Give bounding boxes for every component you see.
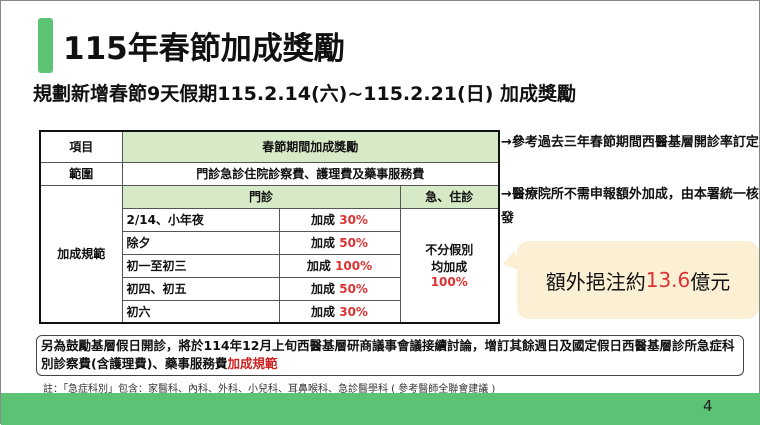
page-title: 115年春節加成獎勵 bbox=[63, 31, 345, 67]
table-row: 2/14、小年夜 加成 30% 不分假別 均加成 100% bbox=[40, 207, 500, 324]
day-cell: 初六 bbox=[121, 299, 280, 324]
er-inpatient-header: 急、住診 bbox=[399, 184, 500, 209]
title-accent-bar bbox=[38, 18, 53, 73]
day-cell: 2/14、小年夜 bbox=[121, 207, 280, 232]
annotation-auto-payment: →醫療院所不需申報額外加成，由本署統一核發 bbox=[501, 187, 759, 226]
rule-label: 加成規範 bbox=[39, 184, 123, 324]
table-row: 初四、初五 加成 50% bbox=[40, 276, 499, 301]
budget-callout: 額外挹注約 13.6 億元 bbox=[517, 241, 759, 319]
rate-cell: 加成 50% bbox=[278, 276, 401, 301]
rate-cell: 加成 100% bbox=[278, 253, 401, 278]
future-plan-box: 另為鼓勵基層假日開診，將於114年12月上旬西醫基層研商議事會議接續討論，增訂其… bbox=[36, 335, 744, 376]
page-number: 4 bbox=[703, 397, 713, 415]
er-rate-cell: 不分假別 均加成 100% bbox=[399, 207, 500, 324]
day-cell: 除夕 bbox=[121, 230, 280, 255]
bonus-table: 項目 春節期間加成獎勵 範圍 門診急診住院診察費、護理費及藥事服務費 加成規範 門診急… bbox=[39, 130, 500, 324]
table-row: 除夕 加成 50% bbox=[40, 230, 499, 255]
table-row: 初六 加成 30% bbox=[40, 299, 499, 324]
rate-cell: 加成 30% bbox=[278, 207, 401, 232]
table-row: 初一至初三 加成 100% bbox=[40, 253, 499, 278]
page-subtitle: 規劃新增春節9天假期115.2.14(六)~115.2.21(日) 加成獎勵 bbox=[33, 83, 577, 105]
rate-cell: 加成 50% bbox=[278, 230, 401, 255]
annotation-reference: →參考過去三年春節期間西醫基層開診率訂定 bbox=[501, 135, 759, 150]
day-cell: 初四、初五 bbox=[121, 276, 280, 301]
footnote: 註：「急症科別」包含：家醫科、內科、外科、小兒科、耳鼻喉科、急診醫學科 ( 參考… bbox=[43, 384, 496, 395]
scope-label: 範圍 bbox=[39, 161, 123, 186]
day-cell: 初一至初三 bbox=[121, 253, 280, 278]
header-item: 項目 bbox=[39, 130, 123, 163]
rate-cell: 加成 30% bbox=[278, 299, 401, 324]
scope-value: 門診急診住院診察費、護理費及藥事服務費 bbox=[121, 161, 500, 186]
outpatient-header: 門診 bbox=[121, 184, 401, 209]
header-reward: 春節期間加成獎勵 bbox=[121, 130, 500, 163]
footer-bar bbox=[1, 393, 760, 425]
